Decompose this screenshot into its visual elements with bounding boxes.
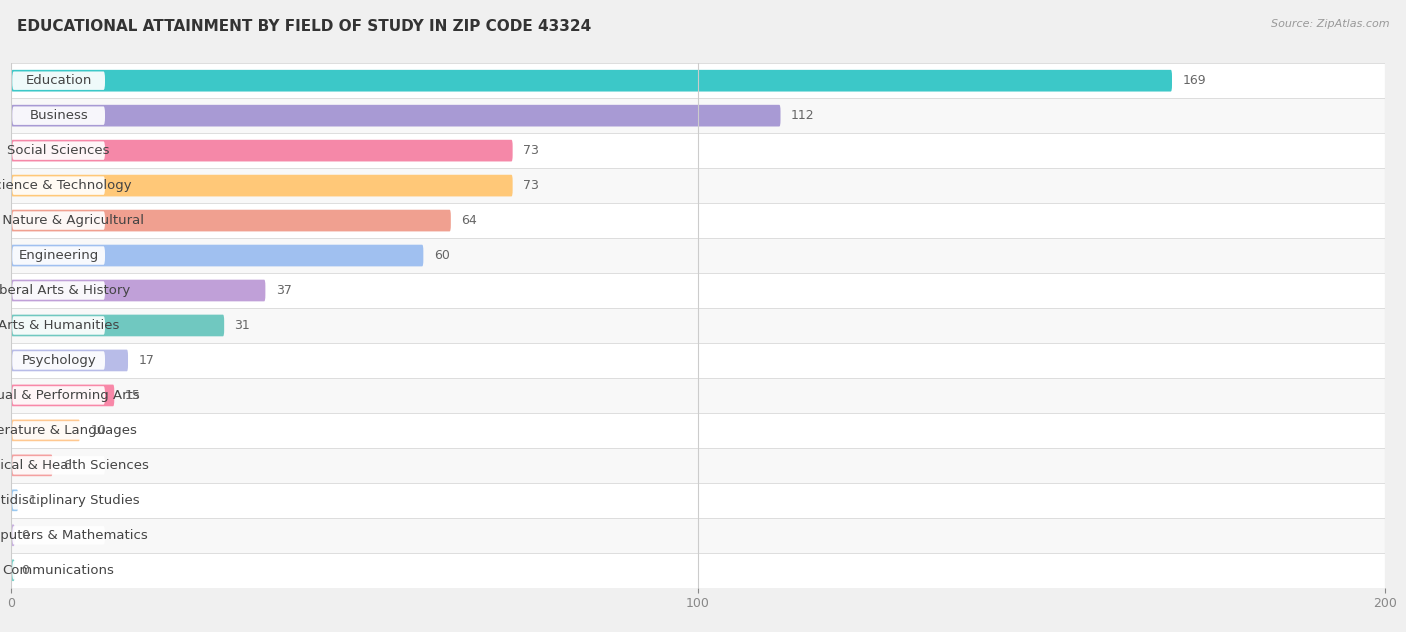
- Text: 112: 112: [790, 109, 814, 122]
- Bar: [11, 343, 1385, 378]
- FancyBboxPatch shape: [11, 420, 80, 441]
- Text: 6: 6: [63, 459, 70, 472]
- Text: Communications: Communications: [3, 564, 114, 577]
- FancyBboxPatch shape: [11, 559, 14, 581]
- FancyBboxPatch shape: [11, 245, 423, 266]
- Bar: [11, 238, 1385, 273]
- FancyBboxPatch shape: [13, 561, 105, 580]
- Text: 64: 64: [461, 214, 477, 227]
- Bar: [11, 308, 1385, 343]
- Text: Arts & Humanities: Arts & Humanities: [0, 319, 120, 332]
- Text: 73: 73: [523, 144, 538, 157]
- Text: Visual & Performing Arts: Visual & Performing Arts: [0, 389, 141, 402]
- Text: Physical & Health Sciences: Physical & Health Sciences: [0, 459, 149, 472]
- FancyBboxPatch shape: [13, 176, 105, 195]
- Text: Bio, Nature & Agricultural: Bio, Nature & Agricultural: [0, 214, 145, 227]
- Bar: [11, 378, 1385, 413]
- Text: Engineering: Engineering: [18, 249, 98, 262]
- FancyBboxPatch shape: [13, 142, 105, 160]
- Text: 169: 169: [1182, 74, 1206, 87]
- Text: Psychology: Psychology: [21, 354, 96, 367]
- FancyBboxPatch shape: [13, 211, 105, 230]
- Bar: [11, 413, 1385, 448]
- Text: 10: 10: [90, 424, 105, 437]
- Text: Social Sciences: Social Sciences: [7, 144, 110, 157]
- FancyBboxPatch shape: [11, 525, 14, 546]
- FancyBboxPatch shape: [11, 315, 224, 336]
- FancyBboxPatch shape: [11, 70, 1173, 92]
- Text: EDUCATIONAL ATTAINMENT BY FIELD OF STUDY IN ZIP CODE 43324: EDUCATIONAL ATTAINMENT BY FIELD OF STUDY…: [17, 19, 591, 34]
- Bar: [11, 63, 1385, 98]
- Text: Multidisciplinary Studies: Multidisciplinary Studies: [0, 494, 141, 507]
- Text: Liberal Arts & History: Liberal Arts & History: [0, 284, 129, 297]
- FancyBboxPatch shape: [13, 526, 105, 545]
- Text: 0: 0: [21, 564, 30, 577]
- FancyBboxPatch shape: [13, 71, 105, 90]
- Bar: [11, 203, 1385, 238]
- Text: 1: 1: [28, 494, 37, 507]
- FancyBboxPatch shape: [13, 246, 105, 265]
- FancyBboxPatch shape: [13, 456, 105, 475]
- Bar: [11, 553, 1385, 588]
- Bar: [11, 98, 1385, 133]
- Text: 60: 60: [433, 249, 450, 262]
- FancyBboxPatch shape: [13, 281, 105, 300]
- FancyBboxPatch shape: [11, 454, 52, 476]
- Bar: [11, 483, 1385, 518]
- Text: 31: 31: [235, 319, 250, 332]
- FancyBboxPatch shape: [11, 349, 128, 371]
- Bar: [11, 518, 1385, 553]
- Bar: [11, 273, 1385, 308]
- FancyBboxPatch shape: [13, 386, 105, 404]
- FancyBboxPatch shape: [11, 140, 513, 161]
- Text: 37: 37: [276, 284, 291, 297]
- Bar: [11, 133, 1385, 168]
- Text: Literature & Languages: Literature & Languages: [0, 424, 136, 437]
- FancyBboxPatch shape: [13, 351, 105, 370]
- FancyBboxPatch shape: [13, 316, 105, 335]
- FancyBboxPatch shape: [13, 491, 105, 509]
- Text: 17: 17: [138, 354, 155, 367]
- FancyBboxPatch shape: [13, 421, 105, 440]
- Text: Science & Technology: Science & Technology: [0, 179, 131, 192]
- FancyBboxPatch shape: [11, 105, 780, 126]
- FancyBboxPatch shape: [11, 280, 266, 301]
- Bar: [11, 448, 1385, 483]
- Text: Source: ZipAtlas.com: Source: ZipAtlas.com: [1271, 19, 1389, 29]
- Text: 15: 15: [125, 389, 141, 402]
- Text: 73: 73: [523, 179, 538, 192]
- FancyBboxPatch shape: [11, 175, 513, 197]
- Text: Education: Education: [25, 74, 91, 87]
- FancyBboxPatch shape: [11, 385, 114, 406]
- Text: Computers & Mathematics: Computers & Mathematics: [0, 529, 148, 542]
- FancyBboxPatch shape: [11, 210, 451, 231]
- FancyBboxPatch shape: [13, 106, 105, 125]
- Text: 0: 0: [21, 529, 30, 542]
- FancyBboxPatch shape: [11, 490, 18, 511]
- Text: Business: Business: [30, 109, 89, 122]
- Bar: [11, 168, 1385, 203]
